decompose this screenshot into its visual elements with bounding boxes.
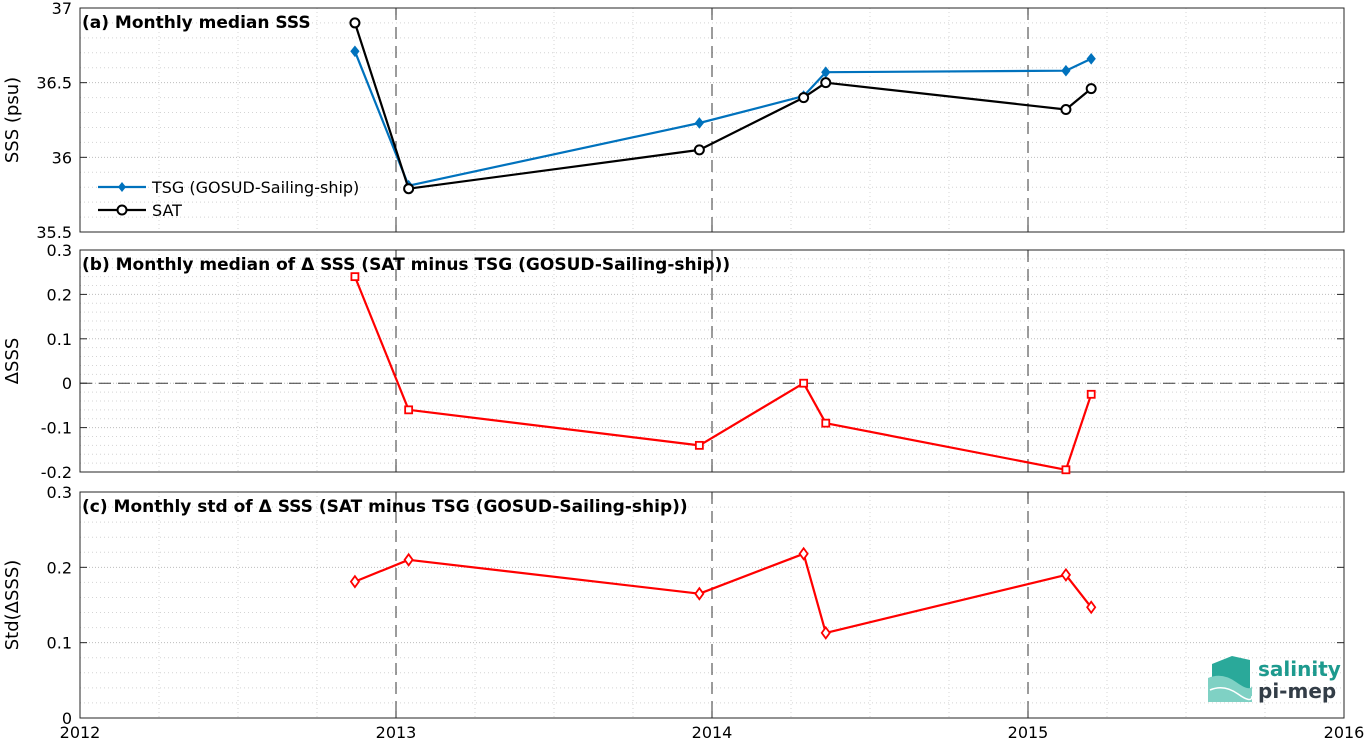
series-delta [350, 272, 1096, 475]
data-point [1060, 567, 1072, 582]
x-tick-label: 2015 [1008, 723, 1049, 742]
y-tick-label: 0.2 [47, 285, 72, 304]
data-point [820, 625, 831, 640]
data-point [798, 546, 809, 561]
data-point [350, 272, 360, 282]
x-tick-label: 2014 [692, 723, 733, 742]
data-point [694, 117, 705, 129]
data-point [1061, 64, 1071, 77]
data-point [349, 574, 361, 589]
legend: TSG (GOSUD-Sailing-ship) SAT [98, 178, 359, 220]
data-point [693, 144, 705, 156]
y-tick-label: 0.2 [47, 558, 72, 577]
y-tick-label: -0.1 [41, 419, 72, 438]
tick-marks [79, 491, 1345, 719]
plot-area [80, 492, 1344, 718]
data-point [403, 183, 415, 195]
panel-title: (b) Monthly median of Δ SSS (SAT minus T… [82, 255, 730, 275]
logo-line2: pi-mep [1258, 679, 1336, 703]
series-delta [349, 546, 1097, 640]
panel-b: -0.2 -0.1 0 0.1 0.2 0.3 ΔSSS (b) Monthly median… [2, 241, 1345, 482]
x-tick-label: 2013 [376, 723, 417, 742]
data-point [1085, 83, 1097, 95]
series-sat [349, 17, 1097, 195]
data-point [1086, 52, 1096, 65]
logo-line1: salinity [1258, 657, 1341, 681]
y-tick-label: 37 [52, 0, 72, 18]
y-tick-label: 0 [62, 374, 72, 393]
y-axis-label: SSS (psu) [2, 77, 23, 163]
tick-marks [79, 7, 1345, 233]
panel-c: 0 0.1 0.2 0.3 2012 2013 2014 2015 2016 Std(ΔSSS) (… [2, 483, 1364, 742]
data-point [404, 405, 414, 415]
data-point [1060, 104, 1072, 116]
y-axis-label: Std(ΔSSS) [2, 560, 23, 651]
data-point [694, 440, 704, 450]
y-axis-label: ΔSSS [2, 338, 23, 385]
data-point [821, 418, 831, 428]
data-point [350, 45, 360, 58]
tick-marks [79, 249, 1345, 473]
y-tick-label: 36.5 [36, 74, 72, 93]
plot-area [80, 250, 1344, 472]
logo-wave-icon [1209, 687, 1253, 701]
panel-title: (a) Monthly median SSS [82, 13, 311, 33]
legend-marker [116, 204, 128, 216]
y-tick-label: 0.3 [47, 241, 72, 260]
data-point [349, 17, 361, 29]
data-point [799, 378, 809, 388]
data-point [403, 552, 414, 567]
legend-label: SAT [152, 201, 182, 220]
y-tick-label: 0.1 [47, 330, 72, 349]
panel-a: 35.5 36 36.5 37 SSS (psu) (a) Monthly median … [2, 0, 1345, 242]
y-tick-label: 35.5 [36, 223, 72, 242]
y-tick-label: 0.3 [47, 483, 72, 502]
y-tick-label: 0.1 [47, 634, 72, 653]
x-tick-label: 2012 [60, 723, 101, 742]
data-point [694, 586, 705, 601]
data-point [1086, 600, 1097, 615]
data-point [1086, 389, 1096, 399]
data-point [798, 92, 810, 104]
y-tick-label: -0.2 [41, 463, 72, 482]
legend-marker [118, 182, 126, 192]
y-tick-label: 0 [62, 709, 72, 728]
y-tick-label: 36 [52, 148, 72, 167]
x-tick-label: 2016 [1324, 723, 1365, 742]
legend-label: TSG (GOSUD-Sailing-ship) [151, 178, 359, 197]
panel-title: (c) Monthly std of Δ SSS (SAT minus TSG … [82, 497, 688, 517]
data-point [820, 77, 832, 89]
data-point [1061, 465, 1071, 475]
